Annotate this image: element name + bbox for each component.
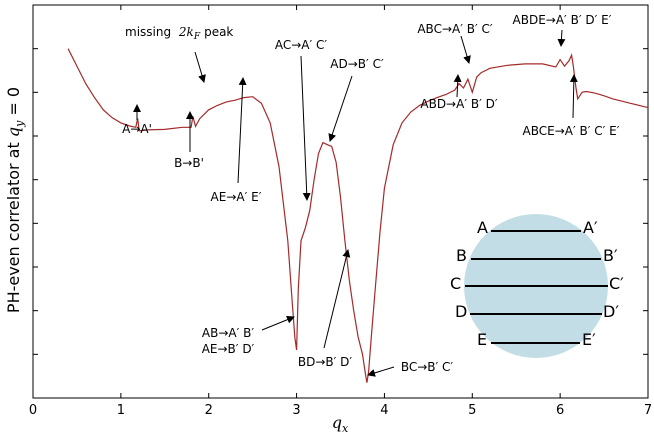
arrow-abc-abc (460, 35, 471, 64)
label-b-bb: B→B' (174, 156, 204, 170)
label-a-aa: A→A' (122, 122, 152, 136)
series-line (67, 48, 649, 383)
label-abd-abd: ABD→A′ B′ D′ (420, 97, 497, 111)
label-ae-bd: AE→B′ D′ (202, 342, 255, 356)
label-ad-bc: AD→B′ C′ (330, 57, 384, 71)
inset-label-b: B (456, 246, 467, 265)
label-abce: ABCE→A′ B′ C′ E′ (523, 124, 620, 138)
arrow-abde (557, 29, 566, 47)
arrow-missing (194, 51, 206, 83)
arrow-ae-ae (237, 77, 247, 184)
inset-label-a-prime: A′ (583, 218, 598, 237)
x-tick-label: 0 (29, 403, 37, 418)
inset-label-d: D (455, 302, 467, 321)
inset-label-e: E (477, 330, 487, 349)
label-abc-abc: ABC→A′ B′ C′ (417, 22, 493, 36)
x-tick-label: 2 (205, 403, 213, 418)
label-bc-bc: BC→B′ C′ (401, 360, 454, 374)
inset-label-b-prime: B′ (603, 246, 618, 265)
label-bd-bd: BD→B′ D′ (298, 355, 353, 369)
arrow-bc-bc (367, 366, 395, 377)
y-axis-ticks (33, 48, 648, 355)
x-tick-label: 4 (380, 403, 388, 418)
label-abde: ABDE→A′ B′ D′ E′ (513, 13, 612, 27)
label-missing: missing 2kF peak (125, 25, 233, 42)
y-axis-label: PH-even correlator at qy = 0 (4, 87, 26, 313)
annotation-arrows (133, 29, 578, 377)
x-axis-ticks: 0 1 2 3 4 5 6 7 (29, 5, 652, 418)
x-tick-label: 7 (644, 403, 652, 418)
inset-label-d-prime: D′ (603, 302, 619, 321)
inset-label-c: C (450, 274, 461, 293)
annotation-labels: A→A' B→B' missing 2kF peak AE→A′ E′ AC→A′… (122, 13, 620, 374)
x-tick-label: 5 (468, 403, 476, 418)
inset-fermi-circle: A B C D E A′ B′ C′ D′ E′ (450, 214, 624, 358)
x-tick-label: 1 (117, 403, 125, 418)
inset-label-c-prime: C′ (609, 274, 624, 293)
arrow-abd-abd (453, 74, 462, 98)
x-tick-label: 3 (292, 403, 300, 418)
plot-frame (32, 4, 649, 399)
arrow-ab-ab (261, 315, 295, 331)
x-tick-label: 6 (556, 403, 564, 418)
inset-label-e-prime: E′ (582, 330, 596, 349)
arrow-ac-ac (300, 55, 311, 201)
arrow-bd-bd (323, 249, 351, 349)
arrow-abce (569, 74, 578, 119)
x-axis-label: qx (332, 413, 349, 435)
arrow-ad-bc (328, 75, 353, 142)
label-ae-ae: AE→A′ E′ (211, 190, 262, 204)
label-ab-ab: AB→A′ B′ (202, 326, 254, 340)
inset-label-a: A (477, 218, 488, 237)
label-ac-ac: AC→A′ C′ (275, 38, 328, 52)
